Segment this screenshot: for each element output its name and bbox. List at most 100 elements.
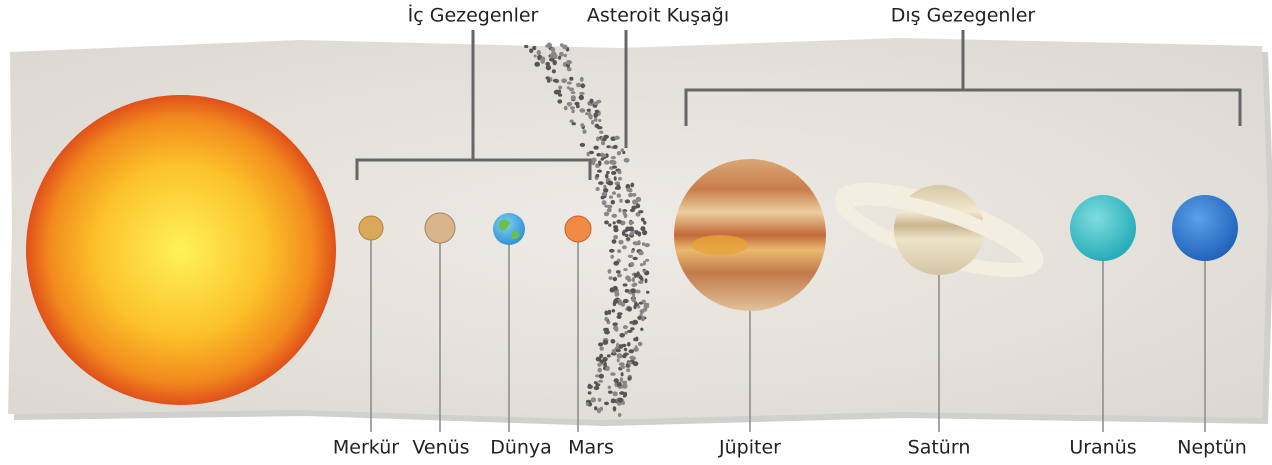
asteroid <box>596 100 601 104</box>
asteroid <box>598 380 603 383</box>
asteroid <box>629 221 635 225</box>
asteroid <box>617 315 622 319</box>
asteroid <box>641 218 645 222</box>
asteroid <box>554 54 558 58</box>
asteroid <box>574 102 579 106</box>
asteroid <box>623 325 628 329</box>
asteroid <box>610 255 614 259</box>
asteroid <box>571 91 576 94</box>
asteroid <box>623 353 629 356</box>
asteroid <box>646 291 650 294</box>
asteroid <box>622 245 627 249</box>
asteroid <box>597 126 603 129</box>
group-label: Dış Gezegenler <box>891 5 1036 27</box>
planet-label: Jüpiter <box>718 437 781 459</box>
asteroid <box>617 358 620 362</box>
asteroid <box>623 268 627 271</box>
asteroid <box>604 362 607 367</box>
asteroid <box>618 177 622 181</box>
asteroid <box>630 232 634 235</box>
planet-label: Uranüs <box>1069 437 1136 459</box>
asteroid <box>643 221 646 225</box>
planet-label: Merkür <box>333 437 399 459</box>
asteroid <box>591 158 597 163</box>
asteroid <box>630 288 635 293</box>
asteroid <box>616 270 621 274</box>
asteroid <box>635 345 638 350</box>
asteroid <box>562 45 567 50</box>
asteroid <box>640 263 644 266</box>
asteroid <box>645 259 649 262</box>
asteroid <box>611 339 616 344</box>
asteroid <box>613 261 619 266</box>
asteroid <box>642 230 647 235</box>
asteroid <box>596 174 600 178</box>
asteroid <box>550 55 554 59</box>
asteroid <box>594 386 600 390</box>
group-label: Asteroit Kuşağı <box>587 5 729 27</box>
asteroid <box>638 342 643 346</box>
asteroid <box>627 342 631 347</box>
asteroid <box>541 57 546 62</box>
asteroid <box>609 195 613 198</box>
asteroid <box>591 397 596 402</box>
asteroid <box>638 210 643 213</box>
asteroid <box>537 50 541 55</box>
planet-label: Satürn <box>908 437 971 459</box>
asteroid <box>580 123 584 127</box>
asteroid <box>616 184 620 188</box>
asteroid <box>545 62 550 66</box>
asteroid <box>640 309 645 314</box>
asteroid <box>596 187 600 191</box>
asteroid <box>621 372 624 376</box>
asteroid <box>598 398 602 402</box>
asteroid <box>628 255 633 258</box>
asteroid <box>570 106 575 109</box>
asteroid <box>621 148 625 152</box>
asteroid <box>553 79 559 83</box>
asteroid <box>635 290 640 294</box>
asteroid <box>601 196 605 200</box>
sun <box>26 95 336 405</box>
asteroid <box>627 306 632 311</box>
asteroid <box>623 211 627 216</box>
asteroid <box>612 214 618 218</box>
asteroid <box>613 322 618 326</box>
asteroid <box>631 206 637 210</box>
asteroid <box>604 160 610 164</box>
asteroid <box>558 56 561 60</box>
asteroid <box>627 376 631 380</box>
asteroid <box>627 278 632 282</box>
asteroid <box>623 230 628 233</box>
planet-label: Neptün <box>1177 437 1247 459</box>
asteroid <box>614 136 620 140</box>
asteroid <box>589 114 593 119</box>
asteroid <box>564 54 567 58</box>
asteroid <box>617 249 621 253</box>
asteroid <box>625 234 629 237</box>
asteroid <box>628 226 634 231</box>
asteroid <box>611 156 616 159</box>
asteroid <box>579 95 584 100</box>
asteroid <box>629 188 633 192</box>
asteroid <box>618 413 622 417</box>
asteroid <box>602 138 606 142</box>
asteroid <box>608 269 612 274</box>
asteroid <box>552 69 556 73</box>
asteroid <box>606 171 610 174</box>
asteroid <box>567 67 572 71</box>
asteroid <box>580 77 584 82</box>
asteroid <box>631 250 634 253</box>
asteroid <box>553 60 557 65</box>
asteroid <box>587 109 591 112</box>
asteroid <box>614 176 617 180</box>
asteroid <box>534 55 537 58</box>
asteroid <box>609 276 613 280</box>
asteroid <box>634 273 637 278</box>
asteroid <box>613 277 617 281</box>
asteroid <box>591 120 594 125</box>
asteroid <box>613 391 618 396</box>
asteroid <box>598 368 602 373</box>
asteroid <box>617 151 621 155</box>
asteroid <box>638 316 642 320</box>
